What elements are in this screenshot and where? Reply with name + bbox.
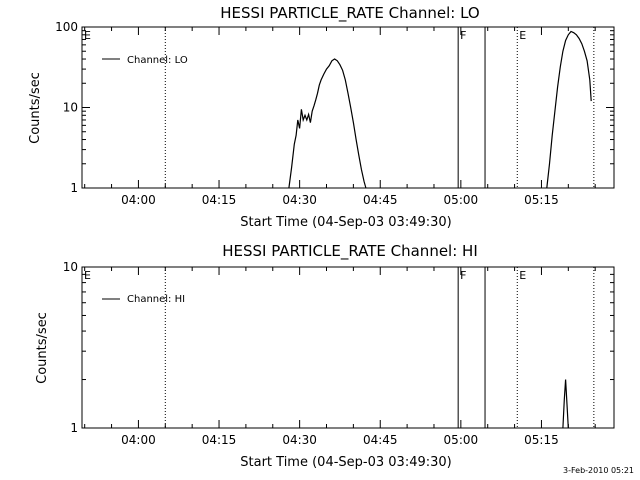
y-tick-label-lo: 10: [63, 101, 78, 115]
x-axis-label-lo: Start Time (04-Sep-03 03:49:30): [240, 215, 451, 230]
x-tick-label-lo: 04:30: [282, 193, 317, 207]
data-series-lo: [546, 30, 592, 189]
x-tick-label-hi: 04:45: [363, 433, 398, 447]
plot-panel-lo: 04:00 04:15 04:30 04:45 05:00 05:15 1 10 100 E F E: [55, 20, 615, 207]
x-tick-label-hi: 04:00: [121, 433, 156, 447]
y-tick-label-lo: 100: [55, 20, 78, 34]
legend-label-lo: Channel: LO: [127, 55, 188, 66]
y-tick-label-hi: 10: [63, 260, 78, 274]
x-tick-label-lo: 05:15: [524, 193, 559, 207]
x-tick-label-hi: 04:15: [202, 433, 237, 447]
x-tick-label-lo: 04:45: [363, 193, 398, 207]
event-marker-label-hi: E: [519, 269, 526, 282]
data-series-lo: [288, 58, 367, 189]
legend-label-hi: Channel: HI: [127, 294, 185, 305]
event-marker-label-lo: E: [84, 29, 91, 42]
y-tick-label-hi: 1: [70, 421, 78, 435]
plot-panel-hi: 04:00 04:15 04:30 04:45 05:00 05:15 1 10 E F E: [63, 260, 615, 447]
x-tick-label-hi: 04:30: [282, 433, 317, 447]
event-marker-label-hi: E: [84, 269, 91, 282]
y-axis-label-hi: Counts/sec: [35, 312, 50, 384]
x-tick-label-hi: 05:00: [444, 433, 479, 447]
plot-frame-lo: [81, 26, 615, 189]
x-axis-label-hi: Start Time (04-Sep-03 03:49:30): [240, 455, 451, 470]
event-marker-label-lo: E: [519, 29, 526, 42]
y-tick-label-lo: 1: [70, 181, 78, 195]
event-marker-label-hi: F: [460, 269, 466, 282]
data-series-hi: [562, 379, 569, 429]
x-tick-label-hi: 05:15: [524, 433, 559, 447]
x-tick-label-lo: 05:00: [444, 193, 479, 207]
plot-date-stamp: 3-Feb-2010 05:21: [563, 466, 634, 475]
event-marker-label-lo: F: [460, 29, 466, 42]
chart-title-lo: HESSI PARTICLE_RATE Channel: LO: [220, 4, 479, 23]
y-axis-label-lo: Counts/sec: [28, 72, 43, 144]
chart-title-hi: HESSI PARTICLE_RATE Channel: HI: [222, 242, 478, 261]
plot-frame-hi: [81, 266, 615, 429]
x-tick-label-lo: 04:15: [202, 193, 237, 207]
x-tick-label-lo: 04:00: [121, 193, 156, 207]
